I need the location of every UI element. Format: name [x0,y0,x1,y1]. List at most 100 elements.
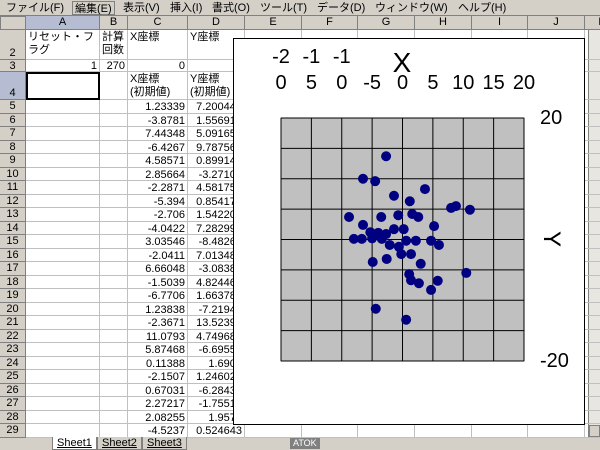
menu-item[interactable]: ヘルプ(H) [458,2,507,14]
row-header[interactable]: 29 [0,424,26,438]
menu-item[interactable]: ファイル(F) [6,2,65,14]
empty-cell[interactable] [585,127,600,141]
row-header[interactable]: 25 [0,370,26,384]
row-header[interactable]: 10 [0,167,26,181]
empty-cell[interactable] [26,127,100,141]
empty-cell[interactable] [100,316,128,330]
row-header[interactable]: 24 [0,356,26,370]
empty-cell[interactable] [585,411,600,424]
empty-cell[interactable] [585,181,600,195]
cell[interactable]: 2.08255 [128,410,188,424]
empty-cell[interactable] [26,329,100,343]
empty-cell[interactable] [26,383,100,397]
empty-cell[interactable] [100,397,128,411]
cell[interactable]: -4.0422 [128,221,188,235]
menu-item[interactable]: 編集(E) [72,1,115,15]
column-header[interactable]: G [358,16,415,30]
row-header[interactable]: 11 [0,181,26,195]
row-header[interactable]: 8 [0,140,26,154]
cell[interactable]: X座標 (初期値) [128,72,188,100]
cell[interactable]: 1.23339 [128,100,188,114]
empty-cell[interactable] [585,397,600,411]
empty-cell[interactable] [26,356,100,370]
empty-cell[interactable] [585,195,600,208]
cell[interactable]: 1.23838 [128,302,188,316]
column-header[interactable]: C [128,16,188,30]
cell[interactable]: 270 [100,60,128,72]
empty-cell[interactable] [100,127,128,141]
empty-cell[interactable] [100,302,128,316]
empty-cell[interactable] [585,289,600,303]
empty-cell[interactable] [585,154,600,168]
menu-item[interactable]: 挿入(I) [170,2,203,14]
row-header[interactable]: 3 [0,60,26,72]
row-header[interactable]: 4 [0,72,26,100]
empty-cell[interactable] [26,167,100,181]
row-header[interactable]: 27 [0,397,26,411]
empty-cell[interactable] [585,357,600,370]
empty-cell[interactable] [585,262,600,276]
empty-cell[interactable] [26,262,100,276]
empty-cell[interactable] [585,141,600,154]
cell[interactable]: -2.1507 [128,370,188,384]
empty-cell[interactable] [585,316,600,330]
row-header[interactable]: 14 [0,221,26,235]
row-header[interactable]: 19 [0,289,26,303]
row-header[interactable]: 5 [0,100,26,114]
empty-cell[interactable] [100,113,128,127]
empty-cell[interactable] [26,424,100,438]
cell[interactable]: -6.4267 [128,140,188,154]
empty-cell[interactable] [26,154,100,168]
row-header[interactable]: 16 [0,248,26,262]
cell[interactable]: -3.8781 [128,113,188,127]
empty-cell[interactable] [100,181,128,195]
row-header[interactable]: 21 [0,316,26,330]
empty-cell[interactable] [585,60,600,72]
empty-cell[interactable] [26,113,100,127]
empty-cell[interactable] [26,343,100,357]
empty-cell[interactable] [26,235,100,249]
empty-cell[interactable] [358,424,415,438]
empty-cell[interactable] [585,343,600,357]
empty-cell[interactable] [585,30,600,60]
empty-cell[interactable] [100,221,128,235]
cell[interactable]: 4.58571 [128,154,188,168]
empty-cell[interactable] [245,424,302,438]
empty-cell[interactable] [472,424,528,438]
row-header[interactable]: 13 [0,208,26,222]
empty-cell[interactable] [100,194,128,208]
empty-cell[interactable] [585,100,600,114]
empty-cell[interactable] [100,262,128,276]
row-header[interactable]: 20 [0,302,26,316]
empty-cell[interactable] [26,275,100,289]
column-header[interactable]: A [26,16,100,30]
cell[interactable]: -6.7706 [128,289,188,303]
cell[interactable]: リセット・フラグ [26,30,100,60]
cell[interactable]: 11.0793 [128,329,188,343]
row-header[interactable]: 15 [0,235,26,249]
cell[interactable]: 0.67031 [128,383,188,397]
empty-cell[interactable] [585,249,600,262]
menu-item[interactable]: データ(D) [317,2,366,14]
empty-cell[interactable] [585,370,600,384]
sheet-tab[interactable]: Sheet2 [97,437,142,450]
active-cell[interactable] [26,72,100,100]
row-header[interactable]: 26 [0,383,26,397]
sheet-tab[interactable]: Sheet3 [142,437,187,450]
row-header[interactable]: 23 [0,343,26,357]
column-header[interactable]: H [415,16,472,30]
cell[interactable]: 0.524643 [188,424,245,438]
empty-cell[interactable] [26,316,100,330]
cell[interactable]: 5.87468 [128,343,188,357]
empty-cell[interactable] [26,289,100,303]
column-header[interactable]: E [245,16,302,30]
empty-cell[interactable] [585,330,600,343]
cell[interactable]: 6.66048 [128,262,188,276]
empty-cell[interactable] [26,410,100,424]
cell[interactable]: -4.5237 [128,424,188,438]
cell[interactable]: -2.3671 [128,316,188,330]
empty-cell[interactable] [100,167,128,181]
empty-cell[interactable] [26,397,100,411]
empty-cell[interactable] [100,72,128,100]
empty-cell[interactable] [26,181,100,195]
